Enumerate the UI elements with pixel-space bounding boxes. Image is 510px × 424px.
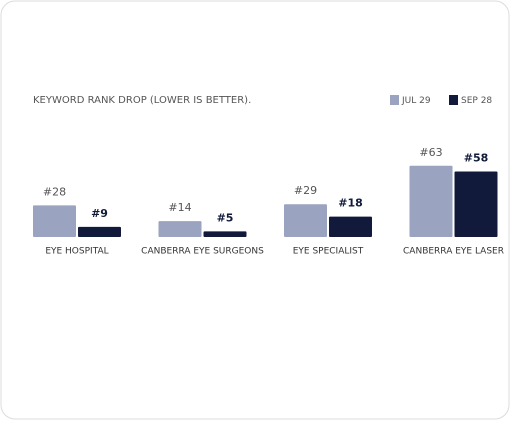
value-label: #9 <box>91 207 108 220</box>
bar <box>284 204 327 237</box>
chart-title: KEYWORD RANK DROP (LOWER IS BETTER). <box>33 95 251 106</box>
value-label: #18 <box>338 197 363 210</box>
legend-swatch <box>390 95 399 105</box>
value-label: #5 <box>217 211 234 224</box>
bar <box>158 221 202 237</box>
bar <box>329 216 372 237</box>
legend-swatch <box>449 95 458 105</box>
value-label: #28 <box>43 185 66 198</box>
x-tick-label: CANBERRA EYE LASER <box>403 247 504 257</box>
x-tick-label: EYE SPECIALIST <box>293 247 364 257</box>
bar <box>78 226 121 237</box>
value-label: #14 <box>168 201 191 214</box>
bar <box>454 171 498 237</box>
legend-label: JUL 29 <box>401 96 431 106</box>
bar <box>203 231 247 237</box>
value-label: #29 <box>294 184 317 197</box>
legend-label: SEP 28 <box>461 96 492 106</box>
x-tick-label: EYE HOSPITAL <box>45 247 108 257</box>
bar <box>33 205 76 237</box>
value-label: #58 <box>464 151 489 164</box>
x-tick-label: CANBERRA EYE SURGEONS <box>141 247 264 257</box>
value-label: #63 <box>419 146 442 159</box>
bar <box>409 165 453 237</box>
